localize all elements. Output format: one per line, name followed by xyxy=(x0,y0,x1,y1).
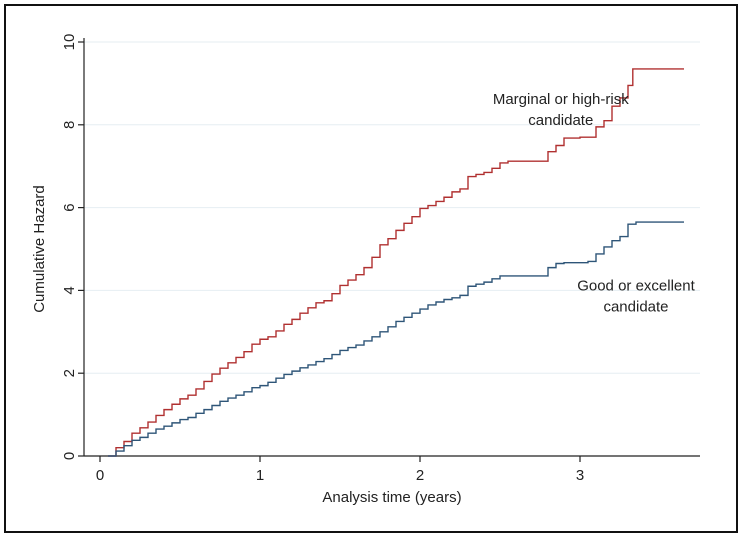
series-line-1 xyxy=(108,221,684,457)
annotation-1-line-1: candidate xyxy=(603,298,668,315)
annotation-0-line-1: candidate xyxy=(528,112,593,129)
annotation-1-line-0: Good or excellent xyxy=(577,277,695,294)
series-layer xyxy=(108,68,684,457)
x-axis-title: Analysis time (years) xyxy=(322,489,461,506)
grid-layer xyxy=(84,41,700,374)
series-line-0 xyxy=(108,68,684,457)
figure-frame xyxy=(4,4,738,533)
annotations-layer: Marginal or high-risk candidate Good or ex… xyxy=(493,91,696,315)
annotation-0-line-0: Marginal or high-risk xyxy=(493,91,629,108)
y-tick-label: 6 xyxy=(61,203,78,211)
x-tick-label: 1 xyxy=(256,467,264,484)
ticks-layer: 0 2 4 6 8 10 0 1 2 3 xyxy=(61,34,584,484)
x-tick-label: 3 xyxy=(576,467,584,484)
x-tick-label: 2 xyxy=(416,467,424,484)
y-axis-title: Cumulative Hazard xyxy=(31,185,48,313)
y-tick-label: 10 xyxy=(61,34,78,51)
axes-layer xyxy=(83,38,700,457)
y-tick-label: 0 xyxy=(61,452,78,460)
x-tick-label: 0 xyxy=(96,467,104,484)
y-tick-label: 2 xyxy=(61,369,78,377)
y-tick-label: 4 xyxy=(61,286,78,294)
y-tick-label: 8 xyxy=(61,121,78,129)
